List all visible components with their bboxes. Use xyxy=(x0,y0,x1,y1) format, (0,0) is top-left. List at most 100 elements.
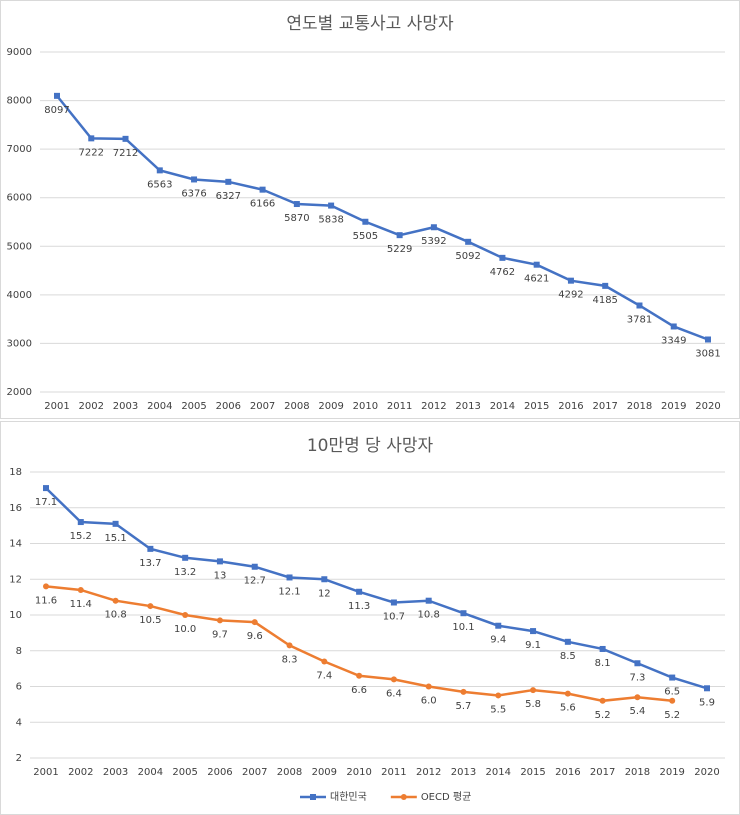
data-label: 5505 xyxy=(353,231,378,242)
point xyxy=(530,687,537,694)
y-tick-label: 16 xyxy=(9,503,22,514)
y-tick-label: 3000 xyxy=(7,338,32,349)
x-tick-label: 2003 xyxy=(113,401,138,412)
point xyxy=(259,186,266,193)
point xyxy=(77,519,84,526)
data-label: 4185 xyxy=(592,295,617,306)
data-label: 5.2 xyxy=(664,710,680,721)
point xyxy=(362,218,369,225)
y-tick-label: 4000 xyxy=(7,290,32,301)
point xyxy=(191,176,198,183)
x-tick-label: 2008 xyxy=(277,767,302,778)
point xyxy=(182,554,189,561)
data-label: 5.6 xyxy=(560,703,576,714)
data-label: 10.5 xyxy=(139,615,161,626)
y-tick-label: 2 xyxy=(16,753,22,764)
x-tick-label: 2017 xyxy=(590,767,615,778)
data-label: 9.4 xyxy=(490,635,506,646)
x-tick-label: 2014 xyxy=(490,401,515,412)
x-tick-label: 2015 xyxy=(524,401,549,412)
data-label: 17.1 xyxy=(35,497,57,508)
point xyxy=(147,603,154,610)
data-label: 5.8 xyxy=(525,699,541,710)
chart-title: 10만명 당 사망자 xyxy=(307,436,434,456)
point xyxy=(670,323,677,330)
data-label: 12.1 xyxy=(278,586,300,597)
x-tick-label: 2019 xyxy=(659,767,684,778)
data-label: 6.4 xyxy=(386,688,402,699)
data-label: 6327 xyxy=(216,191,241,202)
x-tick-label: 2017 xyxy=(592,401,617,412)
x-tick-label: 2020 xyxy=(695,401,720,412)
data-label: 4621 xyxy=(524,274,549,285)
point xyxy=(460,688,467,695)
y-tick-label: 18 xyxy=(9,467,22,478)
point xyxy=(705,336,711,343)
point xyxy=(293,201,300,208)
point xyxy=(669,697,676,704)
data-label: 6.0 xyxy=(421,696,437,707)
data-label: 5870 xyxy=(284,213,309,224)
point xyxy=(390,676,397,683)
x-tick-label: 2012 xyxy=(421,401,446,412)
x-tick-label: 2009 xyxy=(312,767,337,778)
y-tick-label: 7000 xyxy=(7,144,32,155)
point xyxy=(43,583,49,590)
point xyxy=(328,202,335,209)
point xyxy=(225,178,232,185)
point xyxy=(43,485,49,492)
x-tick-label: 2014 xyxy=(486,767,511,778)
point xyxy=(112,597,119,604)
series-line xyxy=(45,487,708,690)
data-label: 4292 xyxy=(558,290,583,301)
data-label: 5.4 xyxy=(629,706,645,717)
data-label: 5838 xyxy=(318,215,343,226)
x-tick-label: 2011 xyxy=(381,767,406,778)
y-tick-label: 10 xyxy=(9,610,22,621)
x-tick-label: 2011 xyxy=(387,401,412,412)
point xyxy=(533,261,540,268)
data-label: 6166 xyxy=(250,199,275,210)
point xyxy=(636,302,643,309)
point xyxy=(564,690,571,697)
x-tick-label: 2009 xyxy=(318,401,343,412)
point xyxy=(251,563,258,570)
x-tick-label: 2010 xyxy=(346,767,371,778)
data-label: 8097 xyxy=(44,105,69,116)
point xyxy=(602,282,609,289)
data-label: 3781 xyxy=(627,314,652,325)
data-label: 5392 xyxy=(421,236,446,247)
x-tick-label: 2016 xyxy=(558,401,583,412)
y-tick-label: 4 xyxy=(16,717,22,728)
x-tick-label: 2001 xyxy=(44,401,69,412)
x-tick-label: 2005 xyxy=(172,767,197,778)
chart-title: 연도별 교통사고 사망자 xyxy=(286,14,454,34)
point xyxy=(495,622,502,629)
x-tick-label: 2008 xyxy=(284,401,309,412)
data-label: 5.2 xyxy=(595,710,611,721)
data-label: 7.3 xyxy=(629,672,645,683)
data-label: 9.7 xyxy=(212,629,228,640)
data-label: 15.1 xyxy=(104,533,126,544)
x-tick-label: 2013 xyxy=(455,401,480,412)
legend-marker xyxy=(400,794,407,800)
point xyxy=(425,683,432,690)
point xyxy=(669,674,676,681)
point xyxy=(112,520,119,527)
data-label: 10.1 xyxy=(452,622,474,633)
x-tick-label: 2019 xyxy=(661,401,686,412)
data-label: 3081 xyxy=(695,348,720,359)
data-label: 13 xyxy=(214,570,227,581)
legend-label: 대한민국 xyxy=(330,791,367,803)
point xyxy=(499,254,506,261)
point xyxy=(216,558,223,565)
data-label: 7.4 xyxy=(316,670,332,681)
legend-marker xyxy=(310,794,316,800)
data-label: 6563 xyxy=(147,179,172,190)
y-tick-label: 8 xyxy=(16,646,22,657)
x-tick-label: 2004 xyxy=(147,401,172,412)
data-label: 12.7 xyxy=(244,576,266,587)
point xyxy=(704,685,710,692)
data-label: 8.3 xyxy=(282,654,298,665)
point xyxy=(564,638,571,645)
